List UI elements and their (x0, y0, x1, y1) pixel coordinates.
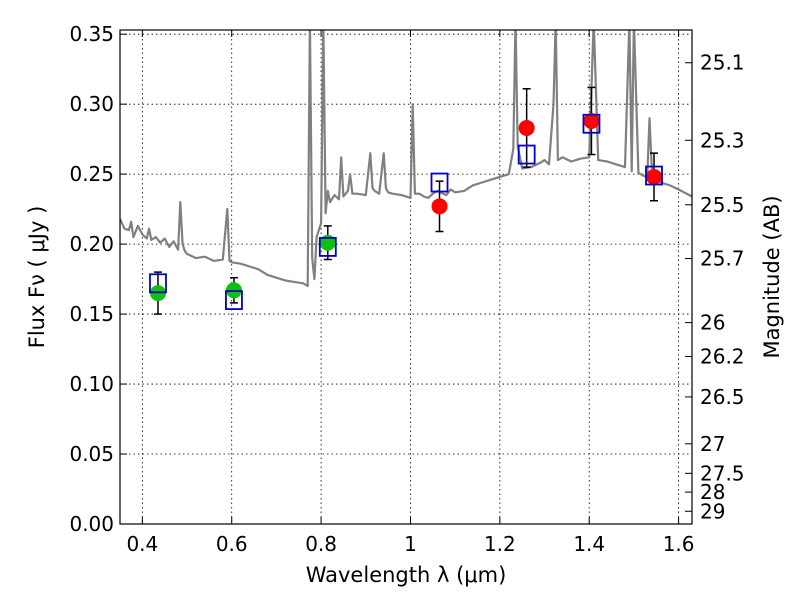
mag-tick-label: 25.3 (700, 128, 745, 152)
model-box (582, 113, 601, 134)
y-tick-label: 0.10 (69, 372, 114, 396)
data-point (518, 119, 535, 136)
x-tick-label: 1.6 (663, 532, 695, 556)
model-box (225, 290, 243, 310)
mag-tick-label: 28 (700, 480, 725, 504)
x-tick-label: 1.4 (573, 532, 605, 556)
model-box (517, 144, 536, 165)
mag-tick-label: 26.2 (700, 344, 745, 368)
grid-lines (120, 30, 692, 525)
x-tick-label: 0.6 (216, 532, 248, 556)
axis-ticks: 0.4 0.6 0.8 1 1.2 1.4 1.6 0.00 0.05 0.10 0.15 0.20 0… (69, 22, 744, 556)
errorbar-layer (153, 86, 659, 315)
x-tick-label: 1 (404, 532, 417, 556)
mag-tick-label: 26.5 (700, 385, 745, 409)
x-tick-label: 0.8 (305, 532, 337, 556)
data-point (431, 198, 448, 215)
model-box (430, 172, 449, 193)
y-tick-label: 0.05 (69, 442, 114, 466)
x-axis-label: Wavelength λ (μm) (306, 563, 507, 587)
mag-tick-label: 26 (700, 311, 725, 335)
spectrum-layer (120, 30, 692, 288)
x-tick-label: 1.2 (484, 532, 516, 556)
model-box (318, 237, 337, 257)
model-box (149, 273, 167, 294)
data-point-layer (149, 112, 663, 302)
data-point (583, 112, 600, 129)
mag-tick-label: 27.5 (700, 461, 745, 485)
plot-frame (119, 29, 693, 525)
y-tick-label: 0.30 (69, 92, 114, 116)
model-box-layer (149, 113, 663, 310)
y2-axis-label: Magnitude (AB) (760, 195, 784, 358)
model-box (645, 165, 663, 186)
mag-tick-label: 25.5 (700, 193, 745, 217)
y-axis-label: Flux Fν ( μJy ) (25, 206, 49, 349)
mag-tick-label: 25.1 (700, 51, 745, 75)
y-tick-label: 0.15 (69, 302, 114, 326)
y-tick-label: 0.25 (69, 162, 114, 186)
y-tick-label: 0.35 (69, 22, 114, 46)
mag-tick-label: 25.7 (700, 247, 745, 271)
data-point (646, 168, 663, 185)
mag-tick-label: 29 (700, 499, 725, 523)
y-tick-label: 0.00 (69, 512, 114, 536)
spectrum-line (120, 30, 692, 288)
y-tick-label: 0.20 (69, 232, 114, 256)
x-tick-label: 0.4 (126, 532, 158, 556)
mag-tick-label: 27 (700, 432, 725, 456)
